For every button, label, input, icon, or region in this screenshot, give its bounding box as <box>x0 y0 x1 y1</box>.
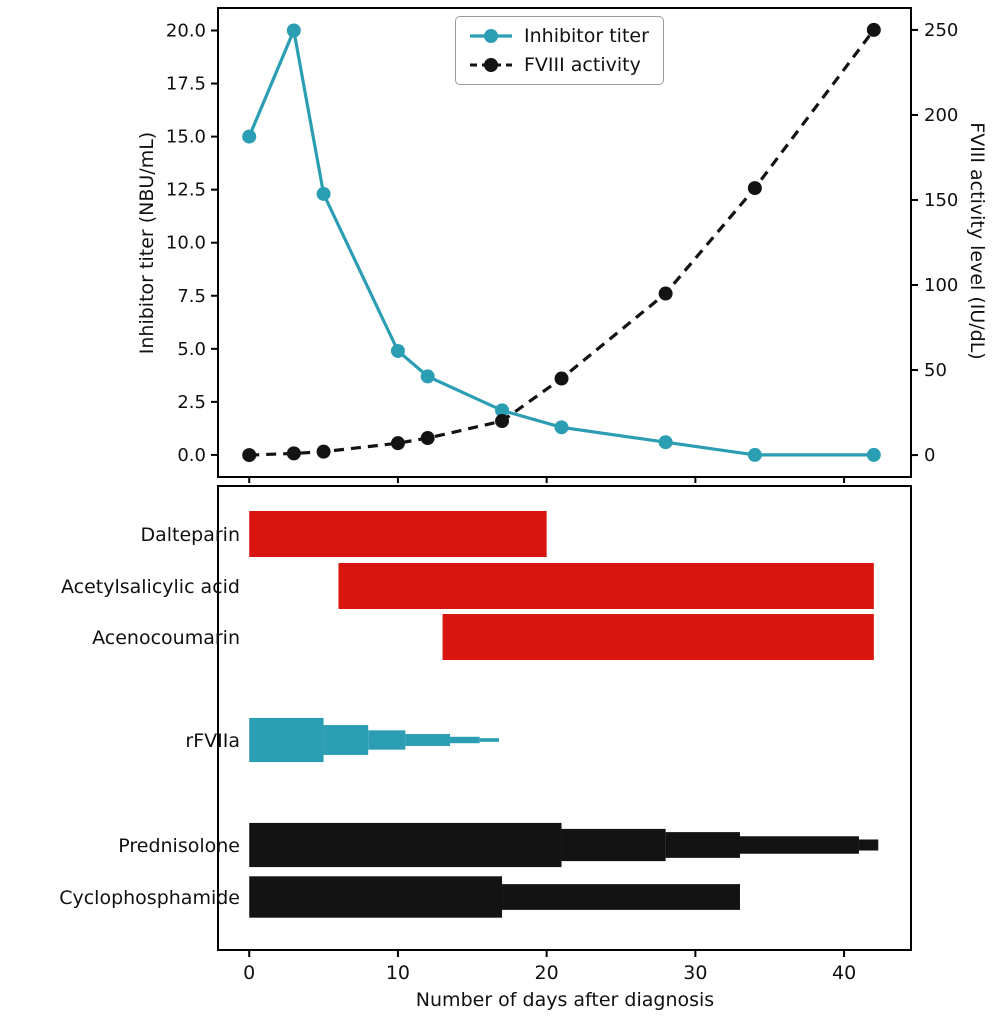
left-y-tick-label: 0.0 <box>177 445 206 466</box>
fviii-activity-point <box>316 444 331 459</box>
treatment-bar-cyclophosphamide <box>249 876 503 918</box>
x-tick-label: 20 <box>535 962 559 984</box>
left-y-tick-label: 2.5 <box>177 392 206 413</box>
inhibitor-titer-point <box>495 403 510 418</box>
bottom-panel-frame <box>217 485 912 951</box>
fviii-activity-point <box>554 371 569 386</box>
left-y-tick-label: 17.5 <box>166 74 206 95</box>
inhibitor-titer-point <box>390 343 405 358</box>
x-tick-label: 40 <box>832 962 856 984</box>
inhibitor-titer-point <box>747 447 762 462</box>
fviii-activity-point <box>747 181 762 196</box>
fviii-activity-point <box>495 414 510 429</box>
treatment-bar-prednisolone <box>561 828 666 862</box>
inhibitor-titer-point <box>242 129 257 144</box>
inhibitor-titer-point <box>316 186 331 201</box>
treatment-bar-prednisolone <box>249 822 562 868</box>
left-axis-title: Inhibitor titer (NBU/mL) <box>136 131 158 355</box>
fviii-activity-point <box>658 286 673 301</box>
legend-item-inhibitor-titer: Inhibitor titer <box>468 23 649 49</box>
treatment-row-label-prednisolone: Prednisolone <box>118 835 240 857</box>
treatment-bar-rfviia <box>449 736 480 744</box>
right-y-tick-label: 200 <box>924 105 958 126</box>
fviii-activity-point <box>420 431 435 446</box>
left-y-tick-label: 10.0 <box>166 233 206 254</box>
treatment-row-label-acetylsalicylic-acid: Acetylsalicylic acid <box>61 576 240 598</box>
treatment-bar-rfviia <box>479 738 500 742</box>
x-tick-label: 0 <box>243 962 255 984</box>
left-y-tick-label: 15.0 <box>166 127 206 148</box>
fviii-activity-line <box>249 28 876 457</box>
left-y-tick-label: 5.0 <box>177 339 206 360</box>
treatment-bar-rfviia <box>368 730 406 750</box>
treatment-bar-rfviia <box>405 734 450 746</box>
left-y-tick-label: 7.5 <box>177 286 206 307</box>
treatment-bar-rfviia <box>249 717 324 763</box>
legend-label-inhibitor-titer: Inhibitor titer <box>524 25 649 47</box>
x-tick-label: 30 <box>683 962 707 984</box>
right-y-tick-label: 100 <box>924 275 958 296</box>
treatment-bar-cyclophosphamide <box>502 884 740 910</box>
right-axis-title: FVIII activity level (IU/dL) <box>966 122 988 360</box>
right-y-tick-label: 0 <box>924 445 935 466</box>
fviii-activity-point <box>866 22 881 37</box>
fviii-activity-point <box>242 448 257 463</box>
x-axis-title: Number of days after diagnosis <box>415 989 715 1011</box>
right-y-tick-label: 150 <box>924 190 958 211</box>
left-y-tick-label: 12.5 <box>166 180 206 201</box>
treatment-bar-dalteparin <box>249 511 547 557</box>
treatment-bar-rfviia <box>323 725 369 755</box>
treatment-row-label-dalteparin: Dalteparin <box>140 524 240 546</box>
inhibitor-titer-point <box>658 435 673 450</box>
legend-label-fviii-activity: FVIII activity <box>524 54 641 76</box>
legend: Inhibitor titer FVIII activity <box>455 16 664 85</box>
treatment-row-label-acenocoumarin: Acenocoumarin <box>92 627 240 649</box>
treatment-bar-prednisolone <box>858 839 879 851</box>
fviii-activity-point <box>286 446 301 461</box>
treatment-bar-prednisolone <box>739 836 859 854</box>
inhibitor-titer-point <box>420 369 435 384</box>
inhibitor-titer-line <box>247 24 874 457</box>
inhibitor-titer-point <box>866 447 881 462</box>
inhibitor-titer-point <box>286 23 301 38</box>
right-y-tick-label: 250 <box>924 20 958 41</box>
treatment-bar-acetylsalicylic-acid <box>338 563 874 609</box>
fviii-activity-point <box>390 436 405 451</box>
inhibitor-titer-point <box>554 420 569 435</box>
treatment-bar-acenocoumarin <box>442 614 874 660</box>
legend-item-fviii-activity: FVIII activity <box>468 52 649 78</box>
inhibitor-titer-legend-marker <box>470 29 512 43</box>
fviii-activity-legend-marker <box>470 58 512 72</box>
left-y-tick-label: 20.0 <box>166 20 206 41</box>
treatment-row-label-cyclophosphamide: Cyclophosphamide <box>59 887 240 909</box>
treatment-bar-prednisolone <box>665 832 740 858</box>
treatment-row-label-rfviia: rFVIIa <box>185 730 240 752</box>
right-y-tick-label: 50 <box>924 360 947 381</box>
x-tick-label: 10 <box>386 962 410 984</box>
